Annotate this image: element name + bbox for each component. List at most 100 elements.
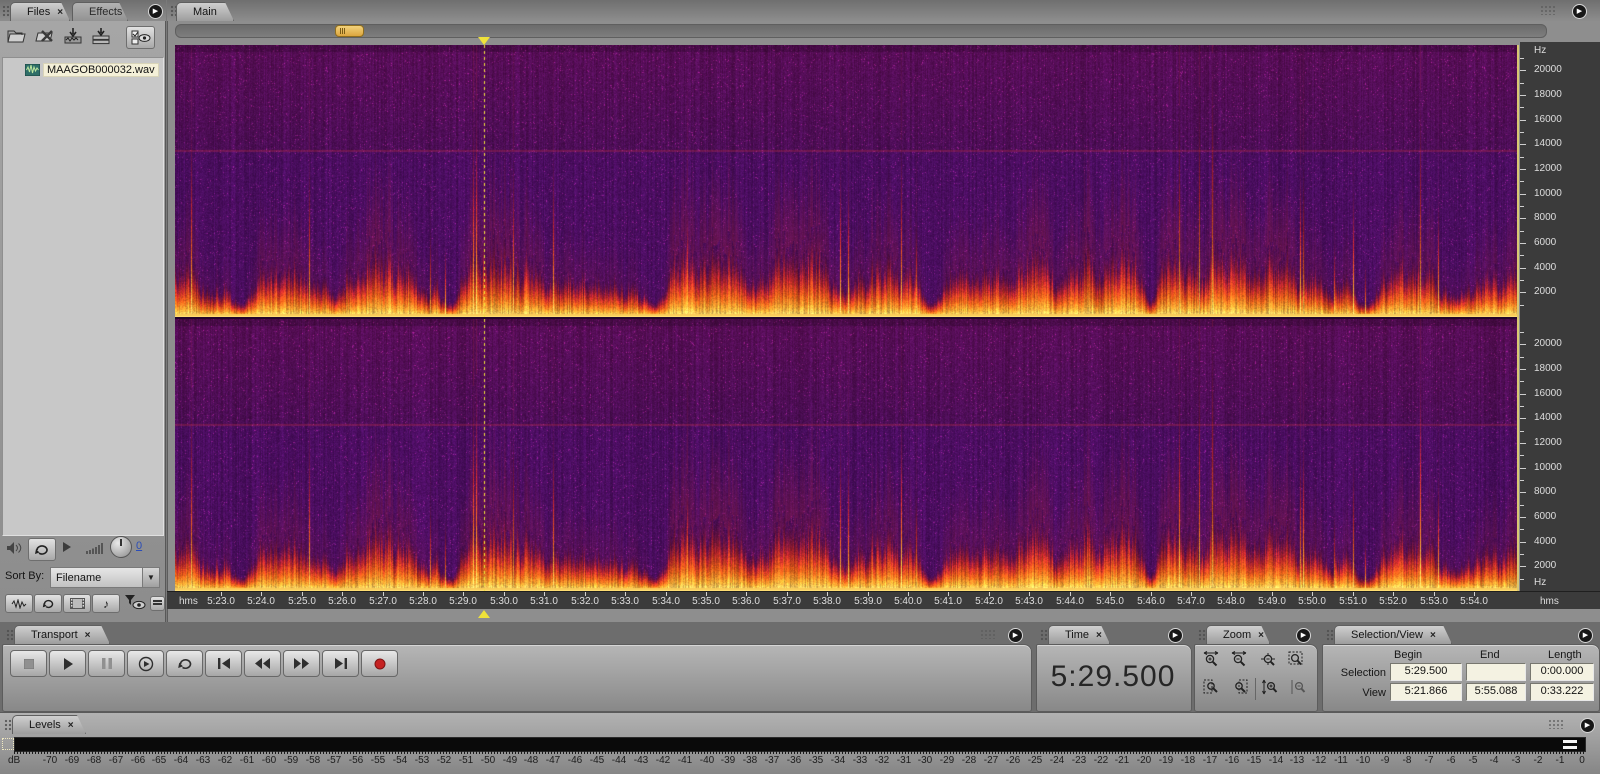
play-button[interactable] [49,650,86,677]
play-preview-button[interactable] [62,541,72,553]
preview-gain-knob[interactable] [110,536,132,558]
close-file-button[interactable] [34,27,56,45]
tab-zoom[interactable]: Zoom × [1206,625,1270,644]
playhead-marker-top[interactable] [478,37,490,45]
freq-tick [1520,305,1524,306]
main-panel-grip[interactable] [170,5,178,17]
fast-forward-button[interactable] [283,650,320,677]
file-list[interactable]: MAAGOB000032.wav [2,57,164,536]
freq-tick [1520,218,1526,219]
tab-effects[interactable]: Effects [72,2,128,21]
show-audio-files-button[interactable] [5,594,33,613]
selection-end-field[interactable] [1466,663,1526,681]
sort-by-dropdown[interactable]: Filename ▼ [50,567,160,588]
open-file-button[interactable] [6,27,28,45]
zoom-in-right-edge-button[interactable] [1228,678,1252,696]
view-end-field[interactable]: 5:55.088 [1466,683,1526,701]
main-panel-menu-button[interactable]: ▶ [1572,4,1587,19]
main-hscrollbar-track[interactable] [175,24,1547,38]
frequency-ruler[interactable]: Hz 2000 4000 6000 8000 10000 12000 14000 16000 18… [1520,42,1600,591]
file-list-item[interactable]: MAAGOB000032.wav [25,63,159,77]
view-begin-field[interactable]: 5:21.866 [1390,683,1462,701]
db-tick-label: -57 [326,755,342,766]
level-meter[interactable] [14,737,1586,752]
freq-tick [1520,554,1524,555]
zoom-out-horizontal-button[interactable] [1228,650,1252,668]
spectrogram-right-channel[interactable] [175,319,1518,591]
tab-transport-close[interactable]: × [84,630,91,641]
selection-view-menu-button[interactable]: ▶ [1578,628,1593,643]
zoom-grip[interactable] [1198,629,1206,641]
tab-time[interactable]: Time × [1048,625,1110,644]
insert-into-multitrack-button[interactable] [90,27,112,45]
tab-levels[interactable]: Levels × [12,715,86,734]
show-options-toggle[interactable] [126,26,155,49]
zoom-in-vertical-button[interactable] [1258,678,1282,696]
play-from-cursor-button[interactable] [127,650,164,677]
pause-button[interactable] [88,650,125,677]
play-looped-button[interactable] [166,650,203,677]
time-menu-button[interactable]: ▶ [1168,628,1183,643]
selection-length-field[interactable]: 0:00.000 [1530,663,1594,681]
time-ruler[interactable]: hms hms 5:23.0 5:24.0 5:25.0 5:26.0 5:27.0 5:28… [167,591,1600,609]
tab-zoom-close[interactable]: × [1258,630,1264,641]
zoom-in-left-edge-button[interactable] [1200,678,1224,696]
zoom-to-selection-button[interactable] [1284,650,1308,668]
filter-eye-toggle[interactable] [122,592,148,611]
view-length-field[interactable]: 0:33.222 [1530,683,1594,701]
time-tick [908,592,909,596]
spectrogram-right-edge [1517,45,1519,591]
selection-begin-field[interactable]: 5:29.500 [1390,663,1462,681]
tab-transport[interactable]: Transport × [14,625,110,644]
db-tick-label: -30 [917,755,933,766]
tab-files[interactable]: Files × [10,2,70,21]
go-to-beginning-button[interactable] [205,650,242,677]
levels-menu-button[interactable]: ▶ [1580,718,1595,733]
playhead-marker-bottom[interactable] [478,610,490,618]
db-tick-label: -31 [896,755,912,766]
zoom-out-full-button[interactable] [1256,650,1280,668]
zoom-out-vertical-button[interactable] [1286,678,1310,696]
transport-menu-button[interactable]: ▶ [1008,628,1023,643]
auto-play-button[interactable] [5,541,23,555]
tab-main[interactable]: Main [176,2,234,21]
tab-levels-close[interactable]: × [67,720,74,731]
tab-time-close[interactable]: × [1096,630,1102,641]
db-tick-label: -41 [677,755,693,766]
selection-view-grip[interactable] [1326,629,1334,641]
rewind-button[interactable] [244,650,281,677]
zoom-in-horizontal-button[interactable] [1200,650,1224,668]
tab-files-close[interactable]: × [57,7,64,18]
loop-preview-button[interactable] [28,538,56,561]
filter-options-button[interactable] [150,596,165,611]
spectrogram-left-channel[interactable] [175,45,1518,317]
transport-grip[interactable] [6,629,14,641]
file-name[interactable]: MAAGOB000032.wav [43,63,159,77]
files-panel-grip[interactable] [2,5,10,17]
preview-volume-icon[interactable] [86,542,106,554]
time-display: 5:29.500 [1050,660,1176,693]
levels-corner [1548,719,1564,729]
preview-gain-value[interactable]: 0 [136,540,143,552]
show-loop-files-button[interactable] [34,594,62,613]
time-tick-label: 5:51.0 [1339,596,1367,607]
tab-selection-view[interactable]: Selection/View × [1334,625,1452,644]
levels-grip[interactable] [4,719,12,731]
import-file-button[interactable] [62,27,84,45]
db-scale[interactable]: dB -70 -69 -68 -67 -66 -65 -64 -63 -62 -61 -60 -59-… [0,754,1600,770]
db-tick-label: -9 [1380,755,1390,766]
stop-button[interactable] [10,650,47,677]
time-tick [1151,592,1152,596]
go-to-end-button[interactable] [322,650,359,677]
record-button[interactable] [361,650,398,677]
files-panel-menu-button[interactable]: ▶ [148,4,163,19]
show-video-files-button[interactable] [63,594,91,613]
show-midi-files-button[interactable]: ♪ [92,594,120,613]
time-grip[interactable] [1040,629,1048,641]
tab-selection-view-close[interactable]: × [1429,630,1436,641]
main-hscrollbar-thumb[interactable] [335,25,364,37]
time-tick-label: 5:26.0 [328,596,356,607]
freq-tick [1520,120,1526,121]
zoom-menu-button[interactable]: ▶ [1296,628,1311,643]
freq-tick-label: 2000 [1534,560,1557,571]
